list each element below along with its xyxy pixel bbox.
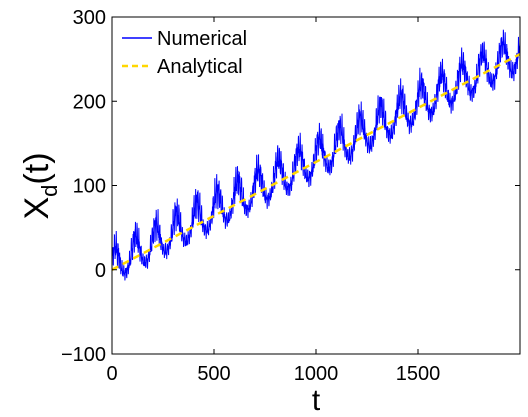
plot-background <box>112 17 520 354</box>
y-tick-label: 0 <box>95 260 106 282</box>
y-axis-label-subscript: d <box>37 185 62 197</box>
y-axis-label-suffix: (t) <box>18 152 56 184</box>
legend-numerical-label: Numerical <box>157 28 247 50</box>
y-tick-label: 300 <box>73 7 106 29</box>
series-layer <box>111 29 521 281</box>
series-numerical-line <box>111 29 521 281</box>
legend-analytical-label: Analytical <box>157 56 243 78</box>
y-tick-label: −100 <box>61 344 106 366</box>
y-tick-label: 100 <box>73 176 106 198</box>
x-tick-label: 1000 <box>294 363 339 385</box>
series-analytical-line <box>111 52 521 271</box>
x-tick-label: 1500 <box>396 363 441 385</box>
y-axis-label: Xd(t) <box>18 152 62 219</box>
x-tick-label: 500 <box>197 363 230 385</box>
x-axis-label: t <box>312 384 321 417</box>
legend: Numerical Analytical <box>122 28 247 78</box>
x-tick-label: 0 <box>106 363 117 385</box>
y-tick-label: 200 <box>73 91 106 113</box>
y-axis-label-main: X <box>18 197 56 220</box>
